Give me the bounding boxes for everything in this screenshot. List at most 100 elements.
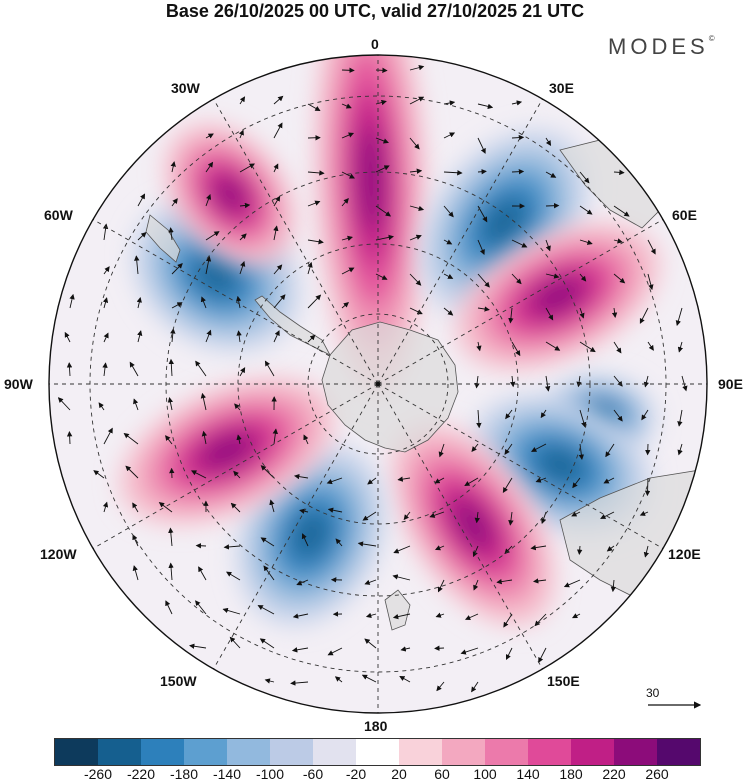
wind-vector-arrow	[303, 434, 309, 445]
colorbar-tick-label: -60	[302, 766, 324, 782]
wind-vector-arrow	[168, 562, 174, 581]
wind-vector-arrow	[125, 465, 139, 479]
wind-vector-arrow	[443, 132, 456, 139]
wind-vector-arrow	[510, 375, 516, 388]
wind-vector-arrow	[477, 169, 487, 175]
wind-vector-arrow	[471, 443, 479, 452]
wind-vector-arrow	[545, 171, 557, 178]
wind-vector-arrow	[477, 103, 494, 109]
wind-vector-arrow	[508, 511, 514, 526]
wind-vector-arrow	[375, 165, 390, 173]
wind-vector-arrow	[260, 537, 275, 547]
wind-vector-arrow	[341, 103, 352, 109]
wind-vector-arrow	[572, 477, 581, 489]
wind-vector-arrow	[533, 578, 547, 584]
wind-vector-arrow	[327, 507, 343, 513]
wind-vector-arrow	[576, 545, 583, 555]
antarctica-landmass	[321, 321, 459, 453]
wind-vector-arrow	[307, 294, 322, 309]
wind-vector-arrow	[307, 103, 321, 112]
wind-vector-arrow	[195, 600, 207, 615]
wind-vector-arrow	[273, 163, 279, 173]
wind-vector-arrow	[195, 543, 207, 549]
colorbar-swatch	[98, 739, 141, 765]
wind-vector-arrow	[605, 443, 615, 458]
wind-vector-arrow	[647, 341, 654, 351]
south-pole-marker	[375, 381, 381, 387]
lon-label-30w: 30W	[171, 80, 200, 96]
colorbar-swatch	[442, 739, 485, 765]
wind-vector-arrow	[229, 636, 241, 649]
wind-vector-arrow	[545, 202, 560, 209]
wind-vector-arrow	[538, 647, 547, 664]
wind-vector-arrow	[508, 307, 514, 324]
wind-vector-arrow	[335, 538, 343, 547]
wind-vector-arrow	[189, 643, 207, 649]
wind-vector-arrow	[477, 306, 490, 312]
wind-vector-arrow	[435, 612, 445, 618]
wind-vector-arrow	[259, 638, 275, 649]
lobe-contour-level	[452, 499, 494, 551]
colorbar	[54, 738, 701, 766]
wind-vector-arrow	[375, 137, 389, 144]
lon-label-30e: 30E	[549, 80, 574, 96]
anomaly-lobe-positive-0	[315, 55, 427, 394]
lobe-contour-level	[213, 176, 247, 213]
wind-vector-arrow	[264, 678, 275, 684]
wind-vector-arrow	[357, 541, 377, 547]
wind-vector-arrow	[392, 574, 411, 581]
wind-vector-arrow	[600, 511, 615, 519]
wind-vector-arrow	[66, 431, 73, 445]
lobe-contour-level	[482, 199, 526, 246]
wind-vector-arrow	[437, 579, 445, 593]
wind-vector-arrow	[233, 470, 241, 479]
wind-vector-arrow	[239, 260, 246, 275]
wind-vector-arrow	[399, 675, 411, 683]
wind-vector-arrow	[198, 566, 207, 581]
wind-vector-arrow	[535, 477, 547, 483]
colorbar-swatch	[571, 739, 614, 765]
wind-vector-arrow	[129, 361, 139, 377]
wind-vector-arrow	[511, 239, 528, 248]
colorbar-tick-label: -180	[169, 766, 199, 782]
lobe-contour-level	[200, 432, 255, 470]
wind-vector-arrow	[409, 96, 425, 105]
wind-vector-arrow	[476, 409, 482, 429]
wind-vector-arrow	[307, 170, 325, 176]
wind-vector-arrow	[132, 534, 139, 547]
colorbar-tick-label: -100	[255, 766, 285, 782]
lon-label-150w: 150W	[160, 673, 197, 689]
wind-vector-arrow	[375, 234, 394, 241]
wind-vector-arrow	[102, 501, 109, 513]
colorbar-swatch	[485, 739, 528, 765]
wind-vector-arrow	[362, 511, 377, 521]
lat-lon-grid	[49, 55, 707, 713]
wind-vector-arrow	[200, 392, 207, 411]
wind-vector-arrow	[103, 332, 109, 343]
anomaly-lobe-positive-30w	[164, 123, 296, 267]
wind-vector-arrow	[341, 198, 349, 207]
wind-vector-arrow	[365, 612, 377, 618]
wind-vector-arrow	[677, 409, 683, 427]
wind-vector-arrow	[578, 443, 585, 460]
wind-vector-arrow	[476, 341, 482, 352]
wind-vector-arrow	[409, 168, 423, 174]
wind-vector-arrow	[69, 293, 75, 309]
wind-vector-arrow	[545, 137, 552, 147]
wind-vector-arrow	[102, 362, 108, 377]
wind-vector-arrow	[505, 409, 513, 420]
colorbar-tick-label: -20	[345, 766, 367, 782]
wind-vector-arrow	[290, 680, 309, 686]
wind-vector-arrow	[409, 307, 423, 315]
wind-vector-arrow	[239, 202, 251, 209]
wind-vector-arrow	[443, 205, 454, 218]
lon-label-90e: 90E	[718, 376, 743, 392]
wind-vector-arrow	[236, 434, 242, 445]
wind-vector-arrow	[477, 273, 490, 288]
wind-vector-arrow	[273, 195, 281, 207]
wind-vector-arrow	[292, 613, 309, 619]
wind-vector-arrow	[257, 605, 275, 615]
wind-vector-arrow	[677, 341, 684, 353]
wind-vector-arrow	[132, 502, 139, 513]
